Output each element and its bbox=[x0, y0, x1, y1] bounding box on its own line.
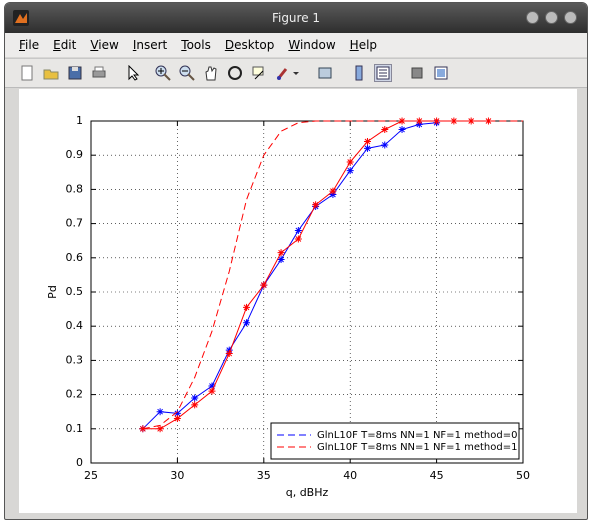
data-marker bbox=[363, 138, 371, 146]
y-tick-label: 0.5 bbox=[66, 285, 84, 298]
x-tick-label: 25 bbox=[84, 469, 98, 482]
y-tick-label: 0.3 bbox=[66, 353, 84, 366]
data-marker bbox=[415, 117, 423, 125]
x-tick-label: 45 bbox=[430, 469, 444, 482]
maximize-button[interactable] bbox=[545, 11, 558, 24]
pan-button[interactable] bbox=[203, 65, 219, 81]
data-marker bbox=[191, 394, 199, 402]
legend-button[interactable] bbox=[374, 64, 392, 82]
legend-box bbox=[270, 422, 520, 460]
data-marker bbox=[225, 350, 233, 358]
zoom-out-button[interactable] bbox=[179, 65, 195, 81]
x-tick-label: 35 bbox=[257, 469, 271, 482]
data-marker bbox=[260, 281, 268, 289]
data-marker bbox=[243, 319, 251, 327]
menu-item[interactable]: Tools bbox=[181, 38, 211, 52]
x-axis-label: q, dBHz bbox=[286, 486, 329, 499]
menu-item[interactable]: View bbox=[90, 38, 119, 52]
legend-label: GlnL10F T=8ms NN=1 NF=1 method=1 bbox=[317, 442, 517, 453]
figure-window: Figure 1 File Edit View Insert Tools Desktop W… bbox=[4, 2, 588, 520]
open-button[interactable] bbox=[43, 65, 59, 81]
data-marker bbox=[346, 167, 354, 175]
hide-tools-button[interactable] bbox=[409, 65, 425, 81]
data-cursor-button[interactable] bbox=[251, 65, 267, 81]
data-marker bbox=[208, 387, 216, 395]
data-marker bbox=[277, 256, 285, 264]
y-tick-label: 0.8 bbox=[66, 182, 84, 195]
menu-bar: File Edit View Insert Tools Desktop Window Help bbox=[5, 33, 587, 57]
y-tick-label: 0.9 bbox=[66, 148, 84, 161]
data-marker bbox=[363, 144, 371, 152]
y-axis-label: Pd bbox=[46, 285, 59, 299]
axes-box bbox=[90, 120, 524, 464]
data-marker bbox=[398, 126, 406, 134]
series-line bbox=[142, 122, 437, 430]
data-marker bbox=[346, 158, 354, 166]
series-line bbox=[142, 120, 489, 430]
app-icon bbox=[13, 10, 29, 26]
data-marker bbox=[312, 201, 320, 209]
edit-plot-button[interactable] bbox=[125, 65, 141, 81]
data-marker bbox=[294, 226, 302, 234]
minimize-button[interactable] bbox=[526, 11, 539, 24]
y-tick-label: 0.4 bbox=[66, 319, 84, 332]
new-button[interactable] bbox=[19, 65, 35, 81]
data-marker bbox=[277, 249, 285, 257]
x-tick-label: 30 bbox=[170, 469, 184, 482]
data-marker bbox=[208, 382, 216, 390]
data-marker bbox=[173, 409, 181, 417]
menu-item[interactable]: Insert bbox=[132, 38, 168, 52]
data-marker bbox=[450, 117, 458, 125]
data-marker bbox=[381, 126, 389, 134]
figure-canvas: 25 30 35 40 45 50 0 0.1 0.2 0.3 0.4 0.5 0.6 0.7 0.8 0.9… bbox=[19, 89, 577, 513]
data-marker bbox=[156, 408, 164, 416]
y-tick-label: 0 bbox=[76, 456, 83, 469]
menu-item[interactable]: Help bbox=[349, 38, 378, 52]
y-tick-label: 0.2 bbox=[66, 388, 84, 401]
brush-menu-button[interactable] bbox=[291, 65, 301, 81]
zoom-in-button[interactable] bbox=[155, 65, 171, 81]
menu-item[interactable]: Edit bbox=[53, 38, 77, 52]
y-tick-label: 0.1 bbox=[66, 422, 84, 435]
show-tools-button[interactable] bbox=[433, 65, 449, 81]
data-marker bbox=[243, 303, 251, 311]
y-tick-label: 0.6 bbox=[66, 251, 84, 264]
close-button[interactable] bbox=[564, 11, 577, 24]
x-tick-label: 40 bbox=[343, 469, 357, 482]
data-marker bbox=[156, 425, 164, 433]
rotate-button[interactable] bbox=[227, 65, 243, 81]
window-title: Figure 1 bbox=[271, 11, 321, 25]
series-line bbox=[142, 120, 523, 430]
link-button[interactable] bbox=[317, 65, 333, 81]
menu-item[interactable]: Window bbox=[288, 38, 336, 52]
x-tick-label: 50 bbox=[516, 469, 530, 482]
y-tick-label: 1 bbox=[76, 114, 83, 127]
chart: 25 30 35 40 45 50 0 0.1 0.2 0.3 0.4 0.5 0.6 0.7 0.8 0.9… bbox=[46, 114, 530, 499]
menu-item[interactable]: File bbox=[19, 38, 40, 52]
legend-label: GlnL10F T=8ms NN=1 NF=1 method=0 bbox=[317, 430, 517, 441]
data-marker bbox=[191, 401, 199, 409]
print-button[interactable] bbox=[91, 65, 107, 81]
toolbar bbox=[5, 58, 587, 88]
data-marker bbox=[329, 187, 337, 195]
colorbar-button[interactable] bbox=[351, 65, 367, 81]
title-bar: Figure 1 bbox=[5, 3, 587, 33]
save-button[interactable] bbox=[67, 65, 83, 81]
data-marker bbox=[294, 235, 302, 243]
data-marker bbox=[381, 141, 389, 149]
brush-button[interactable] bbox=[275, 65, 291, 81]
y-tick-label: 0.7 bbox=[66, 217, 84, 230]
menu-item[interactable]: Desktop bbox=[224, 38, 275, 52]
data-marker bbox=[173, 415, 181, 423]
